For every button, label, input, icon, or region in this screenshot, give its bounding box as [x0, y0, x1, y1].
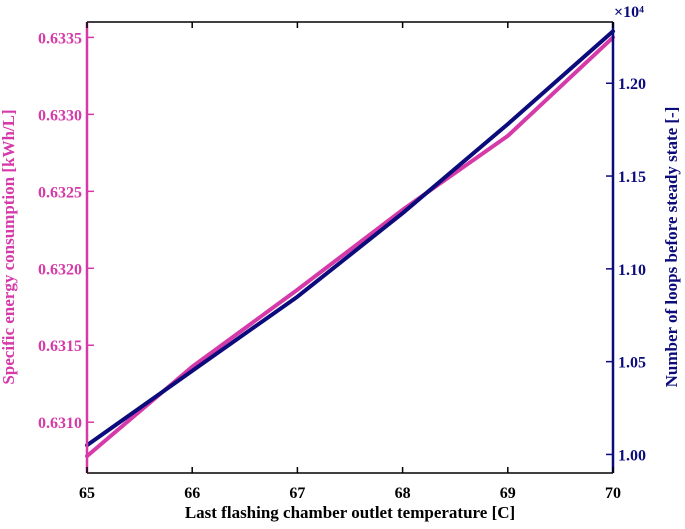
right-y-tick-label: 1.20: [618, 76, 646, 93]
series-layer: [85, 29, 615, 459]
right-axis-series-line: [85, 29, 615, 448]
x-tick-label: 70: [605, 485, 621, 502]
left-y-axis-title: Specific energy consumption [kWh/L]: [0, 109, 18, 384]
x-tick-label: 65: [79, 485, 95, 502]
left-y-tick-label: 0.6335: [38, 30, 82, 47]
x-axis-ticks: 65 66 67 68 69 70: [79, 22, 621, 502]
right-y-axis-title: Number of loops before steady state [-]: [662, 107, 681, 388]
right-y-tick-label: 1.05: [618, 355, 646, 372]
x-tick-label: 68: [395, 485, 411, 502]
left-y-axis-ticks: 0.6310 0.6315 0.6320 0.6325 0.6330 0.6335: [38, 30, 94, 432]
left-y-tick-label: 0.6320: [38, 261, 82, 278]
x-tick-label: 67: [289, 485, 305, 502]
right-y-axis-ticks: 1.00 1.05 1.10 1.15 1.20: [606, 76, 646, 464]
x-tick-label: 69: [500, 485, 516, 502]
right-y-tick-label: 1.00: [618, 447, 646, 464]
left-y-tick-label: 0.6330: [38, 107, 82, 124]
x-tick-label: 66: [184, 485, 200, 502]
right-y-tick-label: 1.15: [618, 169, 646, 186]
left-y-tick-label: 0.6315: [38, 338, 82, 355]
left-y-tick-label: 0.6310: [38, 415, 82, 432]
x-axis-title: Last flashing chamber outlet temperature…: [185, 503, 515, 522]
right-y-tick-label: 1.10: [618, 262, 646, 279]
left-y-tick-label: 0.6325: [38, 184, 82, 201]
right-y-axis-multiplier: ×10⁴: [614, 4, 644, 21]
